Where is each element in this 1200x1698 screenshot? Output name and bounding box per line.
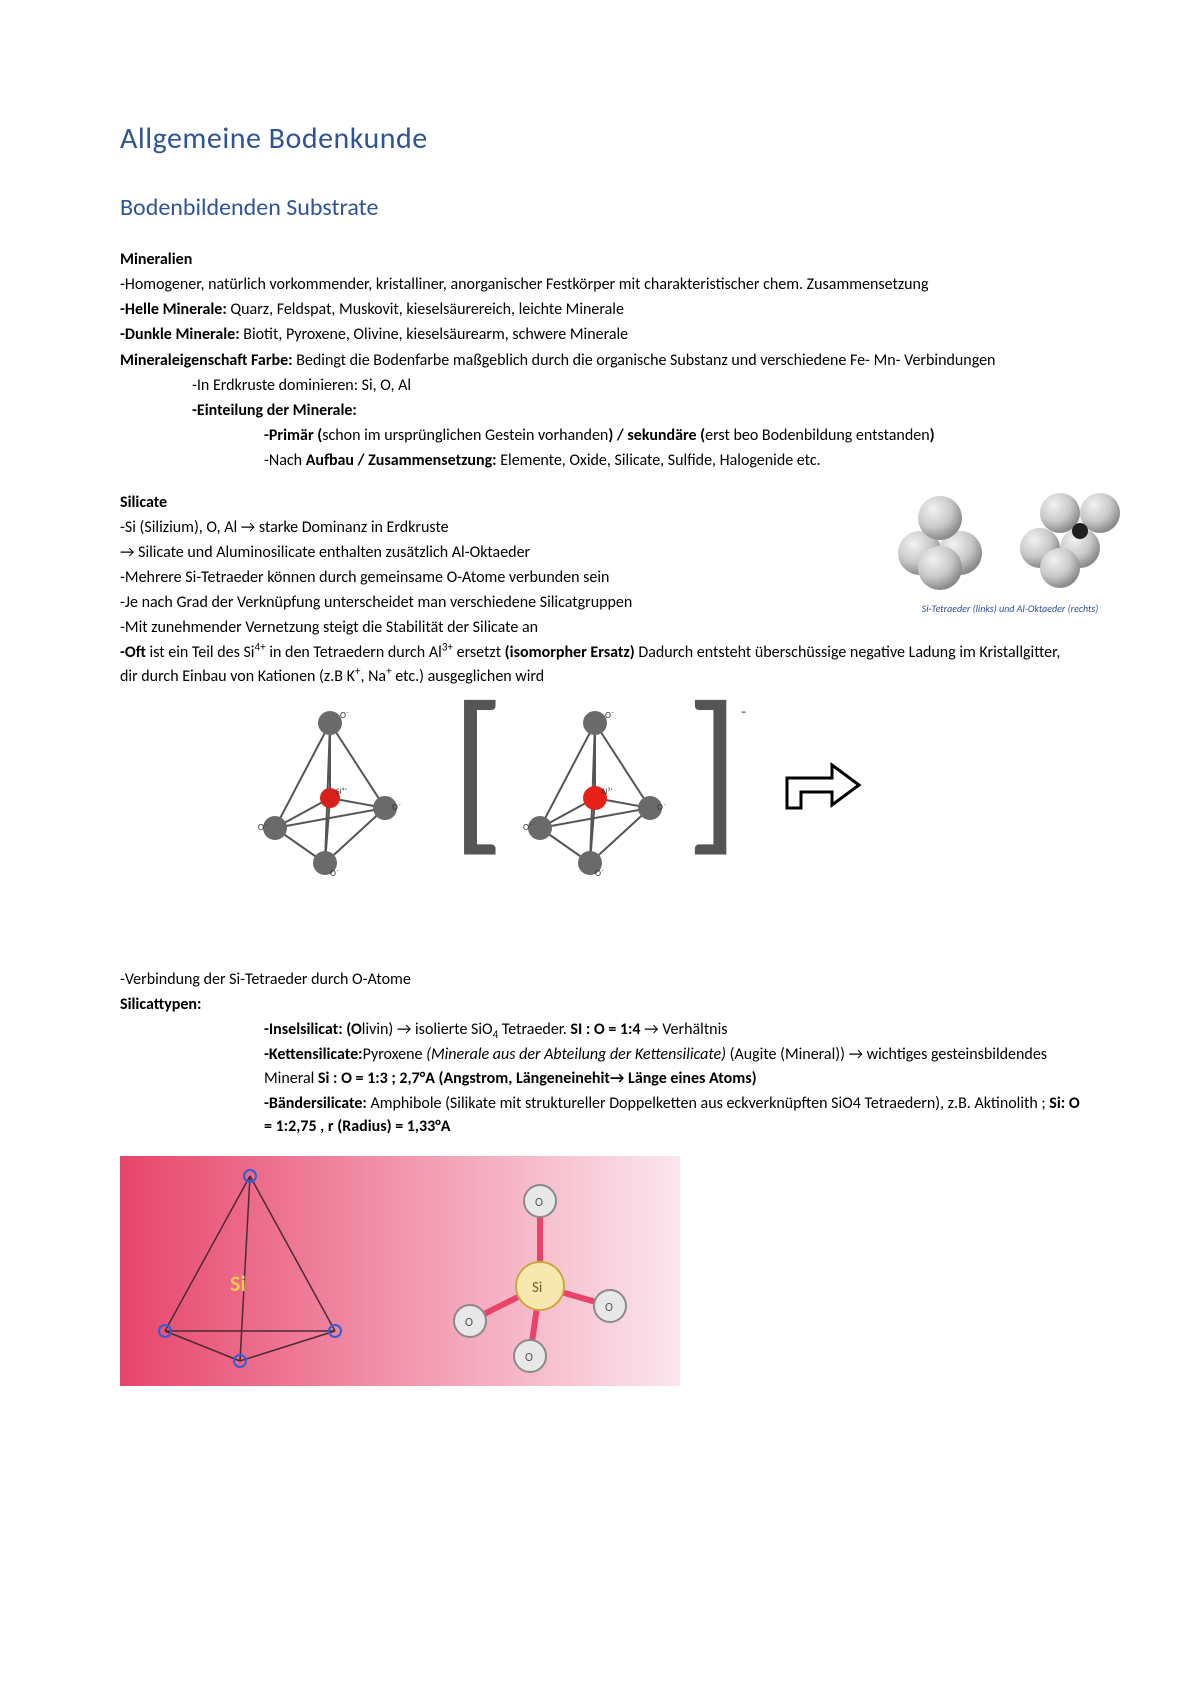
t3a: -Bändersilicate:	[264, 1094, 367, 1113]
svg-text:O⁻: O⁻	[595, 868, 604, 879]
svg-text:O⁻: O⁻	[392, 802, 401, 813]
figure-silicate-bottom: Si Si O O O O	[120, 1156, 1080, 1391]
silicate-l6b: ist ein Teil des Si	[150, 643, 255, 662]
svg-text:O: O	[525, 1351, 533, 1365]
silicate-l6e: (isomorpher Ersatz)	[505, 643, 639, 662]
figure-spheres-caption: Si-Tetraeder (links) und Al-Oktaeder (re…	[880, 602, 1140, 615]
silicate-l1a: -Si (Silizium), O, Al	[120, 518, 241, 537]
mineralien-line5: -In Erdkruste dominieren: Si, O, Al	[192, 374, 1080, 397]
t1b: livin)	[362, 1020, 397, 1039]
svg-text:O: O	[535, 1196, 543, 1210]
t1e: SI : O = 1:4	[570, 1020, 644, 1039]
svg-text:O⁻: O⁻	[657, 802, 666, 813]
text-nach: -Nach	[264, 451, 306, 470]
label-helle: -Helle Minerale:	[120, 300, 227, 319]
mineralien-line8: -Nach Aufbau / Zusammensetzung: Elemente…	[264, 449, 1080, 472]
silicate-l6g: , Na	[360, 667, 386, 686]
text-farbe: Bedingt die Bodenfarbe maßgeblich durch …	[293, 351, 996, 370]
t2arrow: →	[610, 1069, 624, 1088]
silicate-l6a: -Oft	[120, 643, 150, 662]
t2d: (Augite (Mineral))	[726, 1045, 849, 1064]
text-helle: Quarz, Feldspat, Muskovit, kieselsäurere…	[227, 300, 624, 319]
t3b: Amphibole (Silikate mit struktureller Do…	[367, 1094, 1049, 1113]
mineralien-line3: -Dunkle Minerale: Biotit, Pyroxene, Oliv…	[120, 323, 1080, 346]
label-primaer: -Primär (	[264, 426, 322, 445]
text-primaer2: erst beo Bodenbildung entstanden	[705, 426, 929, 445]
t2a: -Kettensilicate:	[264, 1045, 363, 1064]
text-aufbau: Elemente, Oxide, Silicate, Sulfide, Halo…	[497, 451, 821, 470]
label-aufbau: Aufbau / Zusammensetzung:	[306, 451, 497, 470]
t2g: Länge eines Atoms)	[624, 1069, 756, 1088]
t1f: Verhältnis	[659, 1020, 728, 1039]
svg-text:Al³⁺: Al³⁺	[601, 787, 613, 797]
mineralien-line4: Mineraleigenschaft Farbe: Bedingt die Bo…	[120, 349, 1080, 372]
type-baender: -Bändersilicate: Amphibole (Silikate mit…	[264, 1092, 1080, 1138]
figure-spheres: Si-Tetraeder (links) und Al-Oktaeder (re…	[880, 483, 1140, 615]
mineralien-line1: -Homogener, natürlich vorkommender, kris…	[120, 273, 1080, 296]
t1c: isolierte SiO	[411, 1020, 492, 1039]
silicate-l6c: in den Tetraedern durch Al	[266, 643, 442, 662]
silicate-l6d: ersetzt	[453, 643, 505, 662]
heading-mineralien: Mineralien	[120, 250, 1080, 269]
type-ketten: -Kettensilicate:Pyroxene (Minerale aus d…	[264, 1043, 1080, 1089]
lower-line1: -Verbindung der Si-Tetraeder durch O-Ato…	[120, 968, 1080, 991]
silicate-l1b: starke Dominanz in Erdkruste	[255, 518, 448, 537]
text-dunkle: Biotit, Pyroxene, Olivine, kieselsäurear…	[240, 325, 629, 344]
svg-text:O⁻: O⁻	[340, 710, 349, 721]
t2f: Si : O = 1:3 ; 2,7°A (Angstrom, Längenei…	[318, 1069, 610, 1088]
svg-text:O⁻: O⁻	[258, 822, 267, 833]
mineralien-line2: -Helle Minerale: Quarz, Feldspat, Muskov…	[120, 298, 1080, 321]
t1d: Tetraeder.	[498, 1020, 570, 1039]
figure-al-tetra: O⁻ O⁻ O⁻ O⁻ Al³⁺	[505, 698, 685, 888]
type-insel: -Inselsilicat: (Olivin) → isolierte SiO4…	[264, 1018, 1080, 1041]
svg-text:O: O	[605, 1301, 613, 1315]
silicate-line5: -Mit zunehmender Vernetzung steigt die S…	[120, 616, 1080, 639]
t2c: (Minerale aus der Abteilung der Kettensi…	[426, 1045, 726, 1064]
page-title-h1: Allgemeine Bodenkunde	[120, 120, 1080, 157]
figure-tetraeder-row: O⁻ O⁻ O⁻ O⁻ Si⁴⁺ [	[240, 698, 1080, 888]
svg-text:Si⁴⁺: Si⁴⁺	[336, 787, 347, 797]
silicate-line6: -Oft ist ein Teil des Si4+ in den Tetrae…	[120, 641, 1080, 687]
t1a: -Inselsilicat: (O	[264, 1020, 362, 1039]
mineralien-line6: -Einteilung der Minerale:	[192, 399, 1080, 422]
t2b: Pyroxene	[363, 1045, 427, 1064]
svg-text:O⁻: O⁻	[523, 822, 532, 833]
label-close: )	[930, 426, 935, 445]
mineralien-line7: -Primär (schon im ursprünglichen Gestein…	[264, 424, 1080, 447]
silicate-l2: Silicate und Aluminosilicate enthalten z…	[134, 543, 530, 562]
svg-text:Si: Si	[532, 1279, 542, 1297]
silicate-l6h: etc.) ausgeglichen wird	[392, 667, 545, 686]
svg-text:O⁻: O⁻	[605, 710, 614, 721]
svg-text:O⁻: O⁻	[330, 868, 339, 879]
page-title-h2: Bodenbildenden Substrate	[120, 193, 1080, 222]
svg-text:O: O	[465, 1316, 473, 1330]
label-sekundaer: ) / sekundäre (	[608, 426, 705, 445]
text-primaer1: schon im ursprünglichen Gestein vorhande…	[322, 426, 608, 445]
arrow-right-icon	[777, 753, 867, 833]
figure-si-tetra: O⁻ O⁻ O⁻ O⁻ Si⁴⁺	[240, 698, 420, 888]
label-farbe: Mineraleigenschaft Farbe:	[120, 351, 293, 370]
svg-text:Si: Si	[230, 1270, 246, 1297]
lower-line2: Silicattypen:	[120, 993, 1080, 1016]
label-dunkle: -Dunkle Minerale:	[120, 325, 240, 344]
